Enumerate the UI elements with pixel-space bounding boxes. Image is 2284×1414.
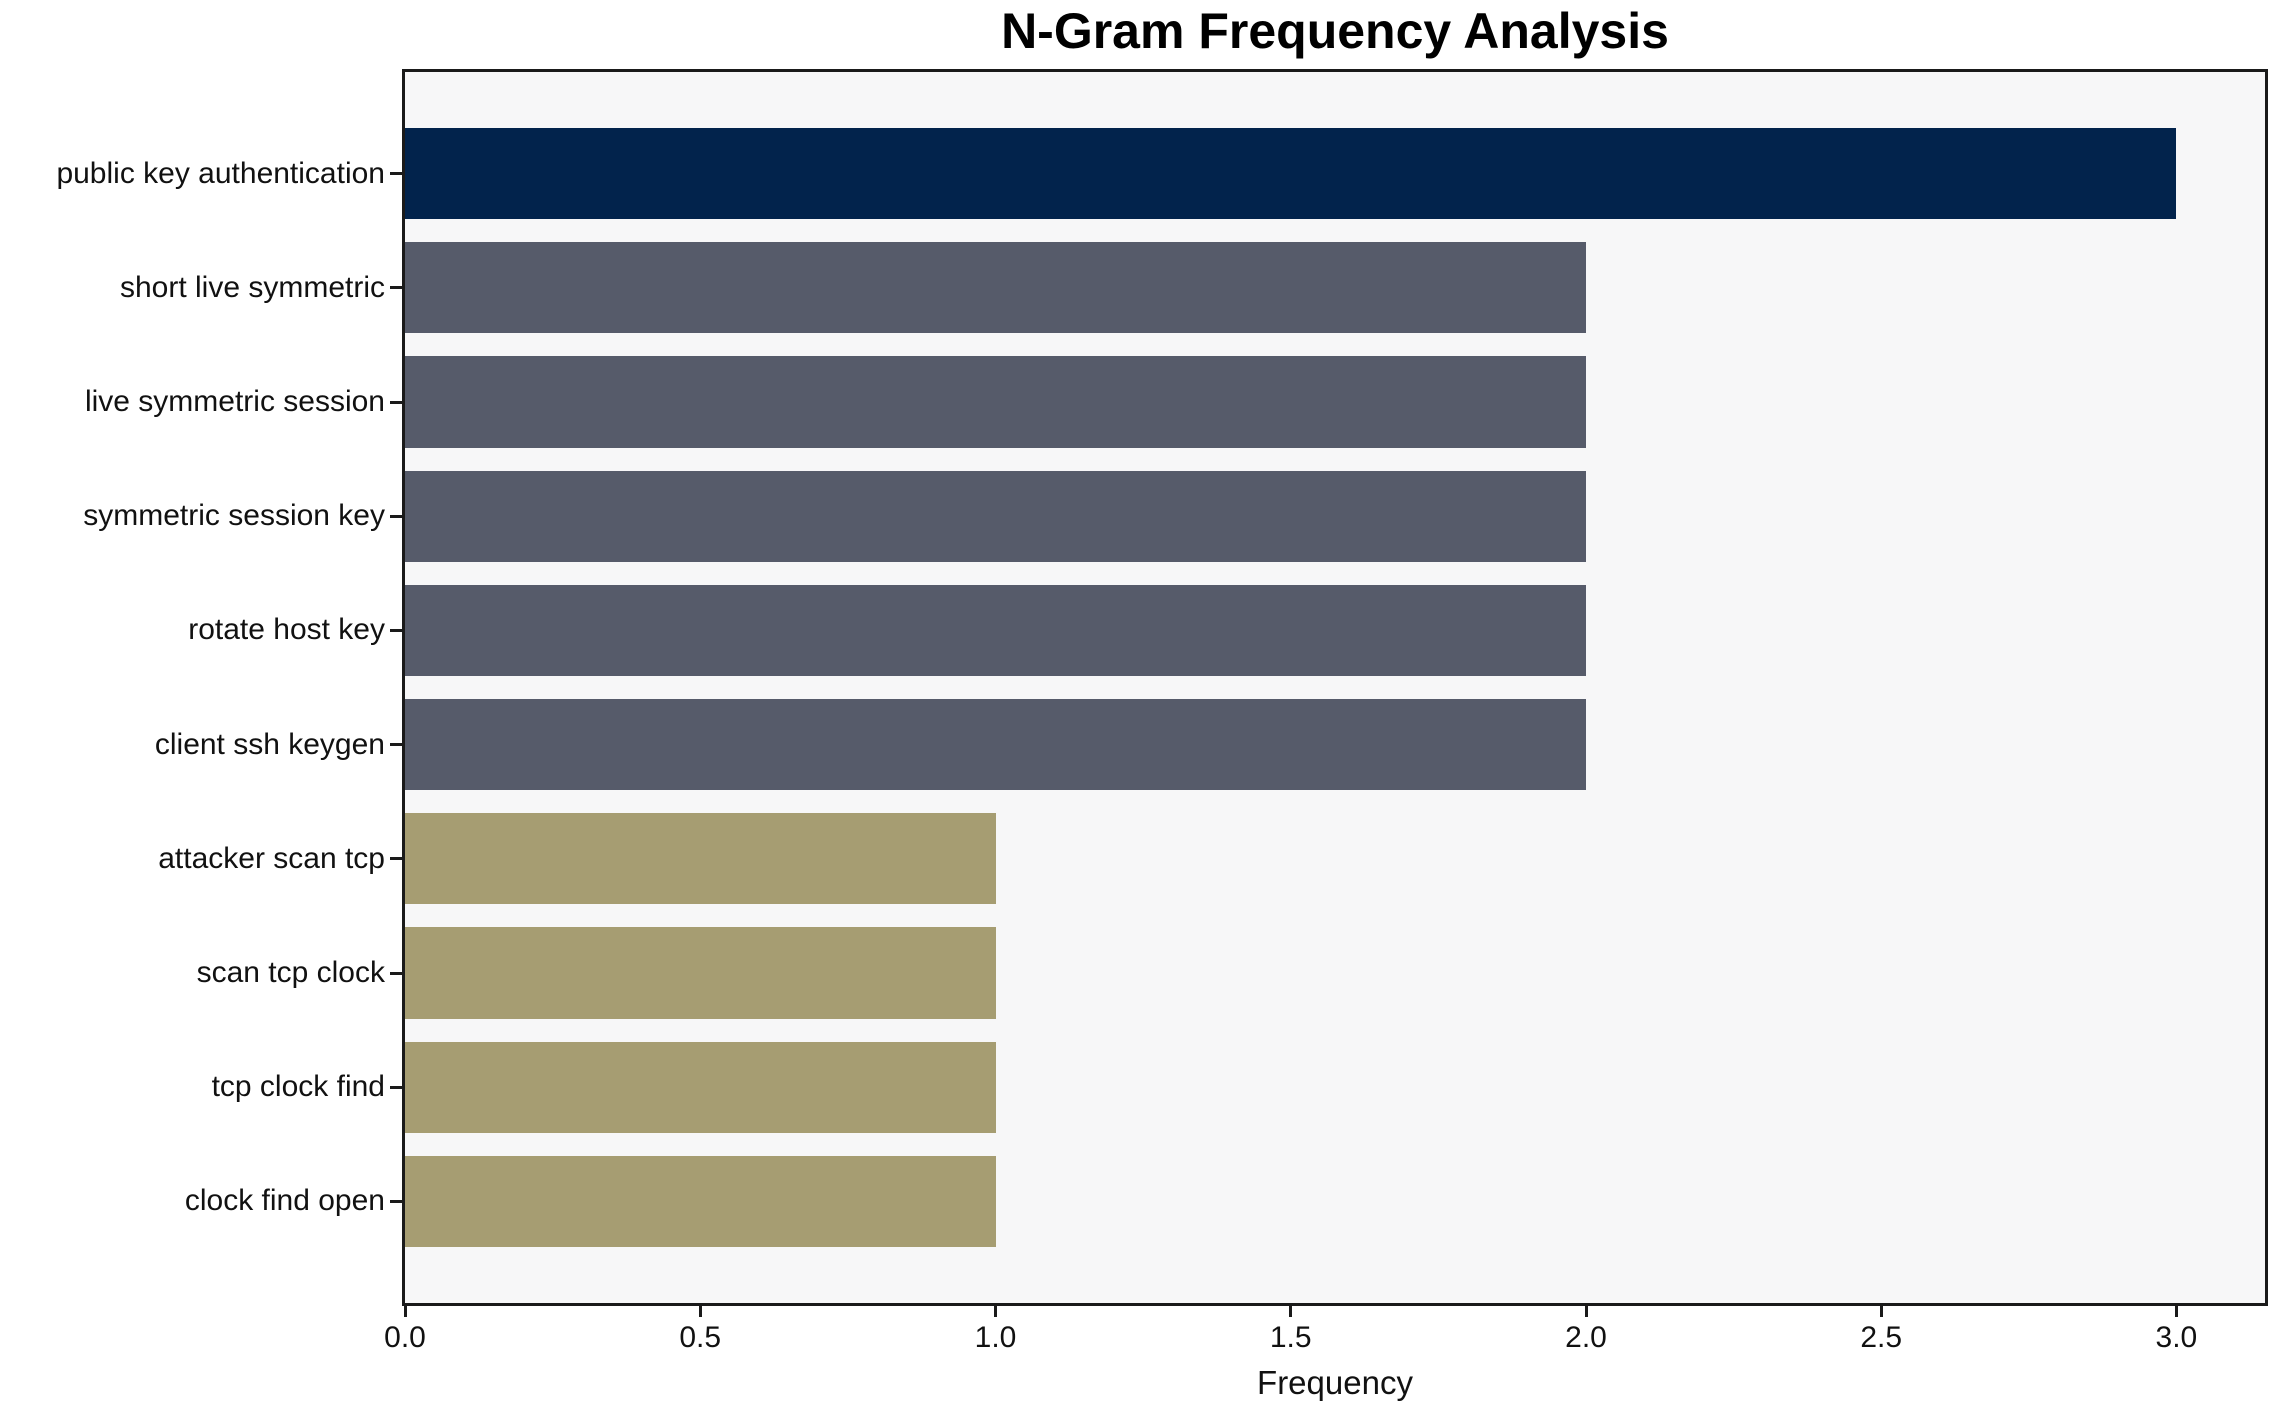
ytick-label: attacker scan tcp xyxy=(158,841,385,875)
xtick-mark xyxy=(1584,1306,1588,1317)
ytick-label: symmetric session key xyxy=(83,499,385,533)
x-axis-label: Frequency xyxy=(1257,1364,1413,1401)
chart-title: N-Gram Frequency Analysis xyxy=(1001,3,1669,59)
ytick-mark xyxy=(390,1085,403,1089)
xtick-mark xyxy=(994,1306,997,1317)
bar xyxy=(405,470,1586,562)
ytick-mark xyxy=(390,857,403,861)
bar xyxy=(405,584,1586,677)
xtick-label: 1.0 xyxy=(974,1321,1017,1354)
bar xyxy=(405,698,1586,791)
xtick-label: 2.5 xyxy=(1860,1321,1903,1354)
xtick-mark xyxy=(1879,1306,1883,1317)
ytick-mark xyxy=(390,628,403,632)
xtick-mark xyxy=(2174,1306,2178,1317)
ytick-label: tcp clock find xyxy=(211,1070,385,1104)
xtick-label: 0.5 xyxy=(679,1321,722,1354)
bar xyxy=(405,1041,996,1133)
bar xyxy=(405,927,996,1019)
xtick-label: 1.5 xyxy=(1269,1321,1312,1354)
ytick-mark xyxy=(390,172,403,176)
bar xyxy=(405,1155,996,1248)
xtick-label: 2.0 xyxy=(1565,1321,1607,1354)
ytick-mark xyxy=(390,971,403,975)
xtick-label: 0.0 xyxy=(384,1321,426,1354)
ytick-label: client ssh keygen xyxy=(154,727,385,761)
bar xyxy=(405,356,1586,448)
ytick-label: clock find open xyxy=(184,1184,385,1218)
ytick-label: scan tcp clock xyxy=(196,956,385,989)
xtick-mark xyxy=(698,1306,702,1317)
bar xyxy=(405,242,1586,334)
ytick-label: short live symmetric xyxy=(119,270,385,304)
ytick-mark xyxy=(390,1199,403,1203)
xtick-mark xyxy=(403,1306,407,1317)
xtick-label: 3.0 xyxy=(2155,1321,2198,1354)
ytick-mark xyxy=(390,514,403,518)
xtick-mark xyxy=(1289,1306,1293,1317)
ytick-mark xyxy=(390,286,403,290)
ytick-mark xyxy=(390,400,403,404)
ytick-label: public key authentication xyxy=(56,156,385,190)
ytick-mark xyxy=(390,743,403,747)
bar xyxy=(405,128,2177,220)
ytick-label: live symmetric session xyxy=(84,385,385,418)
bar xyxy=(405,813,996,905)
ytick-label: rotate host key xyxy=(188,613,385,647)
